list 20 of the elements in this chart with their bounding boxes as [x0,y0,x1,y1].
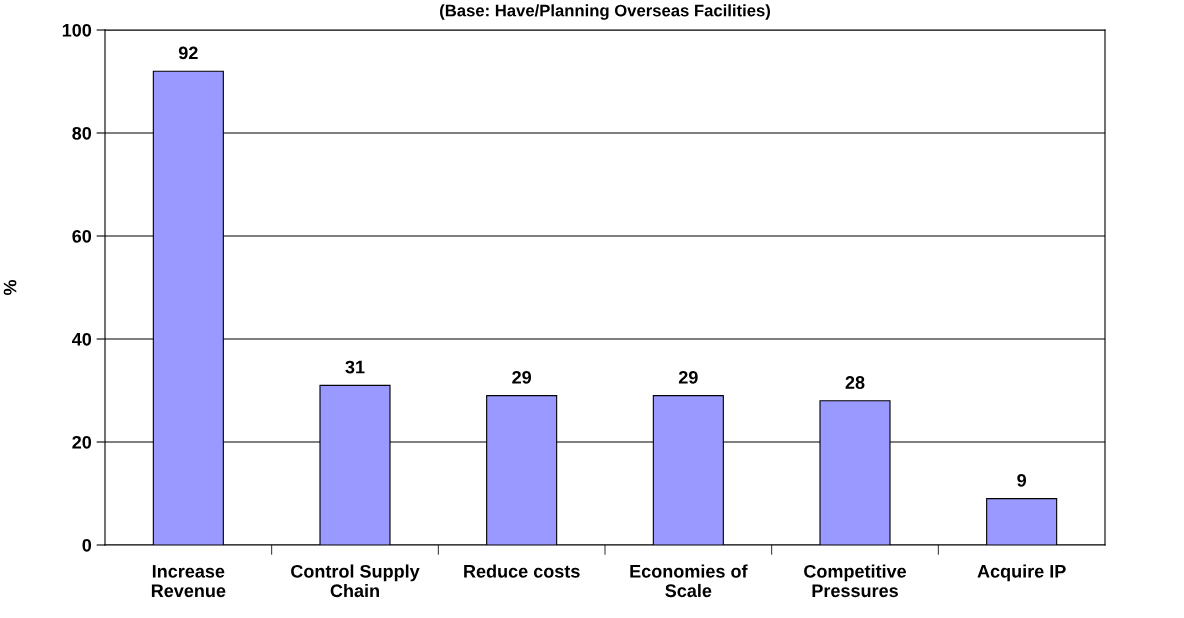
x-tick-label: Competitive Pressures [804,564,907,598]
y-tick-label: 60 [72,229,92,243]
data-label: 29 [512,370,532,384]
y-tick-label: 100 [62,23,92,37]
data-label: 29 [678,370,698,384]
y-axis-title: % [3,279,17,296]
y-tick-label: 80 [72,126,92,140]
x-tick-label: Acquire IP [977,564,1066,582]
data-label: 28 [845,376,865,389]
x-tick-label: Increase Revenue [151,565,226,598]
y-tick-label: 40 [72,332,92,346]
y-tick-label: 20 [72,435,92,449]
data-label: 9 [1017,473,1027,487]
data-label: 31 [345,360,365,374]
chart-subtitle: (Base: Have/Planning Overseas Facilities) [440,4,770,20]
data-label: 92 [178,46,198,60]
x-tick-label: Reduce costs [464,564,580,578]
x-tick-label: Economies of Scale [630,564,748,598]
y-tick-label: 0 [82,538,92,552]
x-tick-label: Control Supply Chain [291,564,420,598]
